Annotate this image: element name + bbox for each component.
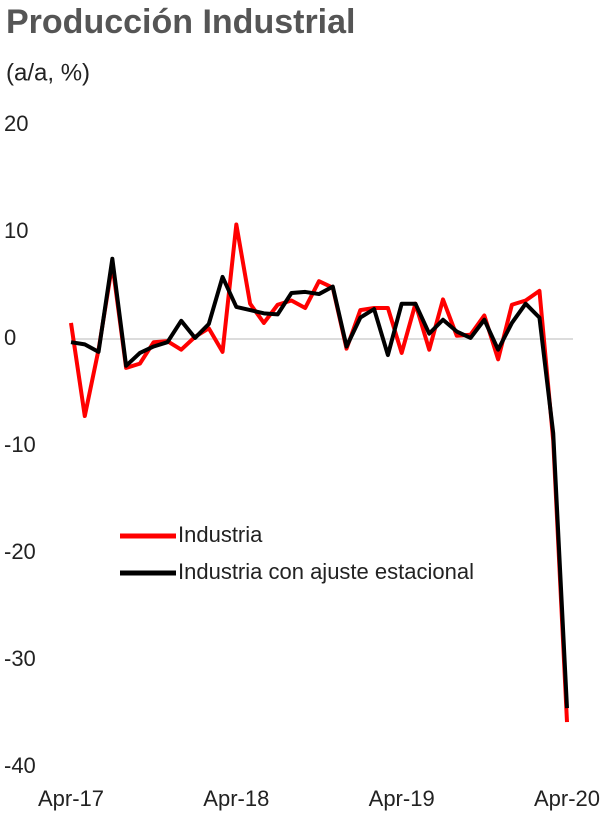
legend-label: Industria: [178, 522, 263, 547]
series-line: [70, 256, 569, 709]
y-tick-label: -30: [4, 646, 36, 671]
legend-label: Industria con ajuste estacional: [178, 559, 474, 584]
chart-subtitle: (a/a, %): [6, 59, 90, 86]
y-tick-label: 0: [4, 325, 16, 350]
y-tick-label: -10: [4, 432, 36, 457]
chart-title: Producción Industrial: [6, 3, 355, 41]
x-tick-label: Apr-19: [369, 786, 435, 811]
series-line: [69, 222, 569, 723]
y-tick-label: 10: [4, 218, 28, 243]
x-tick-label: Apr-20: [534, 786, 600, 811]
y-tick-label: -20: [4, 539, 36, 564]
y-tick-label: 20: [4, 111, 28, 136]
y-tick-label: -40: [4, 753, 36, 778]
x-tick-label: Apr-18: [203, 786, 269, 811]
x-tick-label: Apr-17: [38, 786, 104, 811]
